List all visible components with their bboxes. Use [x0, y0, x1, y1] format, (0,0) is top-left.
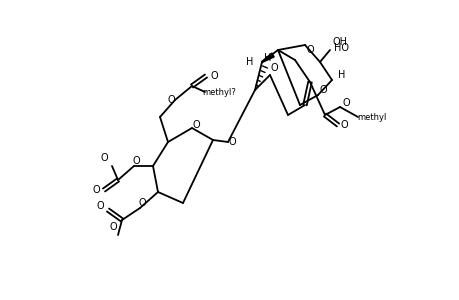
Text: O: O: [109, 222, 117, 232]
Text: O: O: [96, 201, 104, 211]
Text: O: O: [138, 198, 146, 208]
Text: O: O: [210, 71, 218, 81]
Text: O: O: [228, 137, 235, 147]
Text: O: O: [269, 63, 277, 73]
Text: O: O: [132, 156, 140, 166]
Text: O: O: [319, 85, 326, 95]
Text: H: H: [264, 53, 271, 63]
Text: O: O: [306, 45, 313, 55]
Text: OH: OH: [332, 37, 347, 47]
Text: O: O: [341, 98, 349, 108]
Text: H: H: [246, 57, 253, 67]
Text: O: O: [340, 120, 347, 130]
Text: O: O: [92, 185, 100, 195]
Polygon shape: [261, 53, 274, 62]
Text: O: O: [167, 95, 174, 105]
Text: HO: HO: [334, 43, 349, 53]
Text: methyl?: methyl?: [202, 88, 235, 97]
Text: H: H: [337, 70, 345, 80]
Text: O: O: [192, 120, 199, 130]
Text: O: O: [100, 153, 107, 163]
Text: methyl: methyl: [357, 112, 386, 122]
